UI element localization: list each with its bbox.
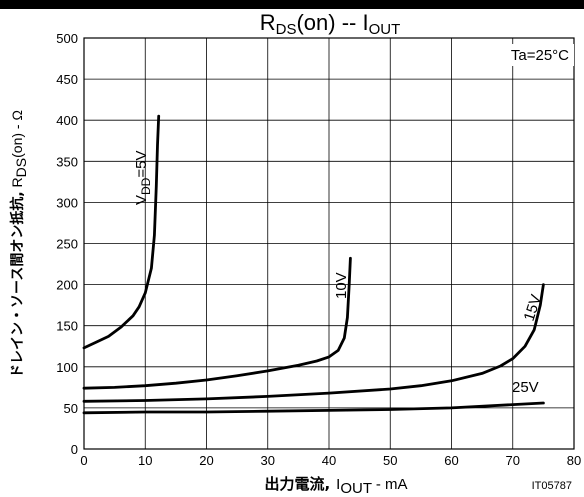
y-tick-label: 450 (56, 72, 78, 87)
y-tick-label: 350 (56, 154, 78, 169)
x-tick-label: 30 (261, 453, 275, 468)
x-tick-label: 40 (322, 453, 336, 468)
series-line-2 (82, 283, 545, 403)
x-tick-label: 70 (506, 453, 520, 468)
top-bar (0, 0, 584, 9)
svg-text:10V: 10V (333, 272, 350, 299)
x-tick-label: 80 (567, 453, 581, 468)
x-tick-label: 0 (80, 453, 87, 468)
x-tick-label: 60 (444, 453, 458, 468)
series-label-25v: 25V (512, 379, 539, 396)
series-line-3 (82, 401, 545, 415)
y-tick-label: 300 (56, 195, 78, 210)
x-tick-label: 50 (383, 453, 397, 468)
series-line-0 (82, 114, 161, 350)
y-axis-ticks: 0 50 100 150 200 250 300 350 400 450 500 (56, 31, 78, 457)
y-tick-label: 250 (56, 237, 78, 252)
y-tick-label: 50 (64, 401, 78, 416)
svg-text:ドレイン・ソース間オン抵抗, RDS(on) - Ω: ドレイン・ソース間オン抵抗, RDS(on) - Ω (9, 110, 29, 378)
condition-box (508, 44, 574, 66)
grid (84, 38, 574, 449)
x-tick-label: 20 (199, 453, 213, 468)
svg-text:15V: 15V (521, 293, 545, 324)
y-tick-label: 400 (56, 113, 78, 128)
y-tick-label: 500 (56, 31, 78, 46)
condition-label: Ta=25°C (511, 47, 569, 64)
y-tick-label: 150 (56, 319, 78, 334)
y-tick-label: 100 (56, 360, 78, 375)
series-label-10v: 10V (333, 272, 350, 299)
series-label-5v: VDD=5V (133, 151, 153, 205)
y-tick-label: 0 (71, 442, 78, 457)
svg-text:VDD=5V: VDD=5V (133, 151, 153, 205)
y-tick-label: 200 (56, 278, 78, 293)
x-axis-ticks: 0 10 20 30 40 50 60 70 80 (80, 453, 581, 468)
series-label-15v: 15V (521, 293, 545, 324)
y-axis-label: ドレイン・ソース間オン抵抗, RDS(on) - Ω (9, 110, 29, 378)
figure-code: IT05787 (532, 480, 572, 492)
chart-title: RDS(on) -- IOUT (260, 10, 401, 38)
x-axis-label: 出力電流, IOUT - mA (264, 475, 407, 497)
curves (82, 114, 545, 415)
series-line-1 (82, 256, 352, 390)
x-tick-label: 10 (138, 453, 152, 468)
plot-frame (83, 37, 575, 450)
